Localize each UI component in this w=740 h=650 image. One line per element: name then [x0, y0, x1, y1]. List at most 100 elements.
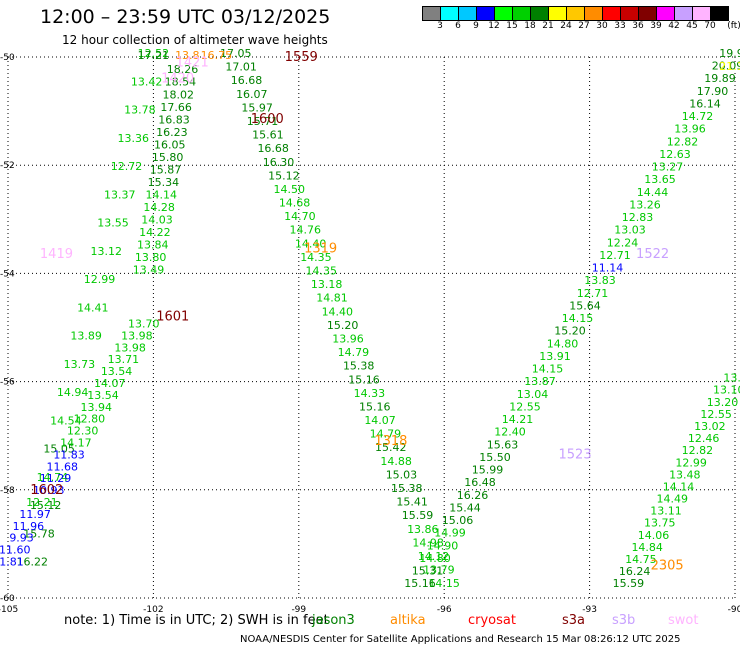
swh-value: 18.02	[162, 88, 194, 101]
swh-value: 13.42	[131, 75, 163, 88]
swh-value: 17.01	[225, 61, 257, 74]
swh-value: 15.41	[396, 496, 428, 509]
colorbar-label: 3	[437, 21, 443, 31]
swh-value: 12.52	[138, 47, 170, 60]
swh-value: 14.99	[434, 527, 466, 540]
colorbar-swatch	[441, 7, 459, 20]
swh-value: 13.98	[121, 329, 153, 342]
swh-value: 13.96	[332, 332, 364, 345]
swh-value: 13.91	[539, 350, 571, 363]
swh-value: 13.49	[133, 263, 165, 276]
swh-value: 13.65	[644, 173, 676, 186]
swh-value: 15.20	[327, 319, 359, 332]
colorbar-label: 21	[542, 21, 554, 31]
swh-value: 11.83	[53, 448, 85, 461]
swh-value: 16.83	[158, 113, 190, 126]
legend-item-jason3: jason3	[312, 613, 355, 628]
swh-value: 13.78	[124, 104, 156, 117]
swh-value: 13.?	[723, 372, 740, 385]
swh-value: 16.26	[457, 489, 489, 502]
swh-value: 12.80	[74, 413, 106, 426]
swh-value: 14.41	[77, 301, 109, 314]
credit-line: NOAA/NESDIS Center for Satellite Applica…	[240, 634, 681, 645]
footer-note: note: 1) Time is in UTC; 2) SWH is in fe…	[64, 613, 329, 628]
swh-value: 13.71	[108, 353, 140, 366]
swh-value: 16.68	[231, 74, 263, 87]
swh-value: 13.89	[70, 330, 102, 343]
swh-value: 11.96	[13, 520, 45, 533]
swh-value: 14.17	[60, 437, 92, 450]
swh-value: 13.70	[128, 318, 160, 331]
legend-item-s3a: s3a	[562, 613, 586, 628]
swh-value: 12.82	[667, 135, 699, 148]
colorbar-swatch	[711, 7, 728, 20]
swh-value: 15.59	[402, 509, 434, 522]
swh-value: 16.68	[257, 142, 289, 155]
swh-value: 14.70	[284, 210, 316, 223]
swh-value: 12.71	[577, 287, 609, 300]
swh-value: 14.40	[322, 305, 354, 318]
swh-value: 11.81	[0, 556, 24, 569]
swh-value: 14.72	[682, 110, 714, 123]
swh-value: 15.50	[479, 451, 511, 464]
swh-value: 13.79	[423, 564, 455, 577]
swh-value: 17.21	[138, 49, 170, 62]
swh-value: 14.74	[37, 471, 69, 484]
colorbar-label: 45	[686, 21, 698, 31]
swh-value: 15.34	[148, 176, 180, 189]
swh-value: 14.54	[50, 414, 82, 427]
swh-value: 19.89	[704, 72, 736, 85]
swh-value: 10.93	[33, 484, 65, 497]
colorbar-swatch	[585, 7, 603, 20]
swh-value: 12.55	[509, 400, 541, 413]
swh-value: 16.05	[154, 138, 186, 151]
swh-value: 14.06	[638, 529, 670, 542]
swh-value: 11.60	[0, 544, 31, 557]
swh-value: 18.26	[167, 63, 199, 76]
colorbar-label: 18	[524, 21, 536, 31]
swh-value: 15.16	[348, 373, 380, 386]
swh-value: 12.82	[682, 444, 714, 457]
swh-value: 14.50	[273, 183, 305, 196]
colorbar-label: 30	[596, 21, 608, 31]
swh-value: 15.61	[252, 129, 284, 142]
map-subtitle: 12 hour collection of altimeter wave hei…	[62, 33, 328, 47]
swh-value: 12.40	[494, 426, 526, 439]
swh-value: 14.90	[427, 539, 459, 552]
lon-tick-label: -102	[143, 605, 163, 615]
swh-value: 14.79	[370, 428, 402, 441]
swh-value: 16.07	[236, 88, 268, 101]
colorbar-swatch	[549, 7, 567, 20]
swh-value: 15.44	[449, 501, 481, 514]
swh-value: 14.68	[279, 197, 311, 210]
legend-item-s3b: s3b	[612, 613, 636, 628]
swh-value: 13.36	[117, 132, 149, 145]
colorbar-swatch	[423, 7, 441, 20]
swh-value: 13.55	[97, 217, 129, 230]
swh-value: 12.99	[675, 456, 707, 469]
swh-value: 15.64	[569, 299, 601, 312]
swh-value: 12.99	[84, 273, 116, 286]
colorbar-swatch	[639, 7, 657, 20]
lat-tick-label: -54	[0, 269, 15, 279]
colorbar-label: 39	[650, 21, 662, 31]
swh-value: 14.44	[637, 186, 669, 199]
swh-value: 13.54	[101, 365, 133, 378]
pass-number-label: 1559	[285, 50, 318, 65]
swh-value: 13.02	[694, 420, 726, 433]
swh-value: 13.8	[175, 49, 200, 62]
swh-value: 12.30	[67, 425, 99, 438]
pass-number-label: 1523	[559, 448, 592, 463]
pass-number-label: 1522	[636, 247, 669, 262]
colorbar-swatch	[513, 7, 531, 20]
swh-value: 13.75	[644, 517, 676, 530]
swh-value: 16.48	[464, 476, 496, 489]
pass-number-label: 2305	[651, 559, 684, 574]
swh-value: 14.76	[290, 224, 322, 237]
pass-number-label: 1600	[251, 112, 284, 127]
swh-value: 18.54	[165, 76, 197, 89]
swh-value: 9.93	[9, 532, 34, 545]
swh-value: 14.84	[631, 541, 663, 554]
swh-value: 13.98	[114, 341, 146, 354]
swh-value: 14.35	[300, 251, 332, 264]
